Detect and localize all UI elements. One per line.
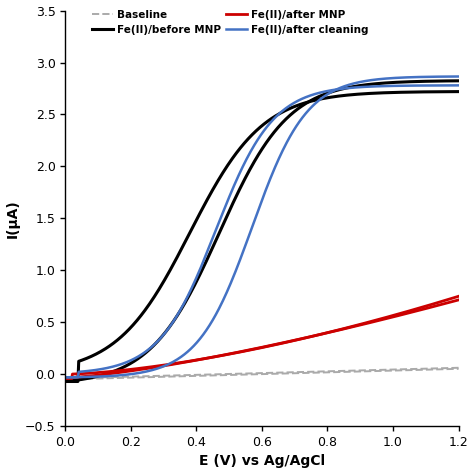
Y-axis label: I(μA): I(μA): [6, 199, 19, 238]
Baseline: [385, 368, 391, 374]
Fe(II)/after MNP: [252, 346, 257, 352]
Fe(II)/before MNP: [446, 78, 452, 84]
Fe(II)/before MNP: [456, 78, 461, 83]
Fe(II)/after cleaning: [456, 73, 461, 79]
Baseline: [297, 370, 302, 376]
Fe(II)/after MNP: [275, 341, 281, 347]
Fe(II)/after MNP: [249, 347, 255, 353]
Baseline: [456, 366, 461, 372]
Baseline: [446, 366, 452, 372]
Fe(II)/after MNP: [456, 293, 461, 299]
Fe(II)/before MNP: [63, 379, 68, 384]
Fe(II)/before MNP: [385, 80, 391, 86]
Line: Fe(II)/after cleaning: Fe(II)/after cleaning: [65, 76, 458, 377]
Baseline: [249, 372, 255, 377]
Fe(II)/after cleaning: [252, 218, 257, 223]
Baseline: [63, 376, 68, 382]
Baseline: [275, 371, 281, 376]
Line: Baseline: Baseline: [65, 369, 458, 379]
Fe(II)/after cleaning: [63, 374, 68, 380]
Line: Fe(II)/after MNP: Fe(II)/after MNP: [65, 296, 458, 378]
Fe(II)/after MNP: [446, 296, 452, 302]
Fe(II)/before MNP: [275, 125, 281, 130]
Fe(II)/before MNP: [249, 163, 255, 168]
Fe(II)/after cleaning: [275, 157, 281, 163]
X-axis label: E (V) vs Ag/AgCl: E (V) vs Ag/AgCl: [199, 455, 325, 468]
Baseline: [252, 372, 257, 377]
Fe(II)/after MNP: [297, 337, 302, 342]
Line: Fe(II)/before MNP: Fe(II)/before MNP: [65, 81, 458, 382]
Fe(II)/after cleaning: [385, 75, 391, 81]
Fe(II)/before MNP: [297, 105, 302, 110]
Fe(II)/after cleaning: [249, 224, 255, 230]
Fe(II)/after MNP: [63, 375, 68, 381]
Legend: Baseline, Fe(II)/before MNP, Fe(II)/after MNP, Fe(II)/after cleaning: Baseline, Fe(II)/before MNP, Fe(II)/afte…: [90, 8, 371, 37]
Fe(II)/after MNP: [385, 314, 391, 320]
Fe(II)/after cleaning: [446, 74, 452, 80]
Fe(II)/before MNP: [252, 158, 257, 164]
Fe(II)/after cleaning: [297, 119, 302, 125]
